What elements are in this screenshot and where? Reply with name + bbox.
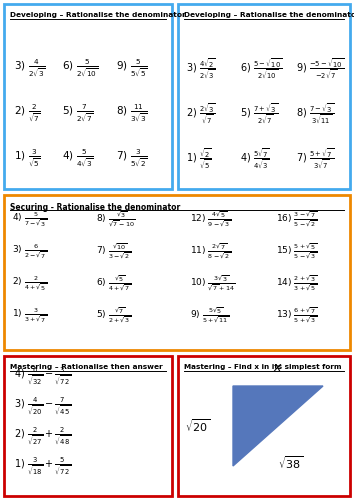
Text: $2)\ \frac{2}{\sqrt{7}}$: $2)\ \frac{2}{\sqrt{7}}$ — [14, 103, 41, 125]
Text: $5)\ \frac{7+\sqrt{3}}{2\sqrt{7}}$: $5)\ \frac{7+\sqrt{3}}{2\sqrt{7}}$ — [240, 102, 278, 126]
Text: $1)\ \frac{\sqrt{2}}{\sqrt{5}}$: $1)\ \frac{\sqrt{2}}{\sqrt{5}}$ — [186, 146, 211, 172]
FancyBboxPatch shape — [4, 356, 172, 496]
Text: $16)\ \frac{3-\sqrt{7}}{5-\sqrt{2}}$: $16)\ \frac{3-\sqrt{7}}{5-\sqrt{2}}$ — [276, 210, 317, 229]
Text: $3)\ \frac{4\sqrt{2}}{2\sqrt{3}}$: $3)\ \frac{4\sqrt{2}}{2\sqrt{3}}$ — [186, 56, 216, 82]
Text: $4)\ \frac{5}{4\sqrt{3}}$: $4)\ \frac{5}{4\sqrt{3}}$ — [62, 148, 93, 170]
Text: $2)\ \frac{2}{\sqrt{27}} + \frac{2}{\sqrt{48}}$: $2)\ \frac{2}{\sqrt{27}} + \frac{2}{\sqr… — [14, 425, 72, 447]
Text: $2)\ \frac{2\sqrt{3}}{\sqrt{7}}$: $2)\ \frac{2\sqrt{3}}{\sqrt{7}}$ — [186, 102, 216, 126]
Text: $7)\ \frac{5+\sqrt{7}}{3\sqrt{7}}$: $7)\ \frac{5+\sqrt{7}}{3\sqrt{7}}$ — [296, 146, 334, 172]
Text: $9)\ \frac{5\sqrt{5}}{5+\sqrt{11}}$: $9)\ \frac{5\sqrt{5}}{5+\sqrt{11}}$ — [190, 306, 229, 324]
FancyBboxPatch shape — [4, 195, 350, 350]
Text: $\sqrt{38}$: $\sqrt{38}$ — [278, 454, 303, 471]
Text: $5)\ \frac{7}{2\sqrt{7}}$: $5)\ \frac{7}{2\sqrt{7}}$ — [62, 103, 93, 125]
Text: $1)\ \frac{3}{\sqrt{5}}$: $1)\ \frac{3}{\sqrt{5}}$ — [14, 148, 41, 170]
Text: $\sqrt{20}$: $\sqrt{20}$ — [185, 418, 210, 434]
Text: $9)\ \frac{5}{5\sqrt{5}}$: $9)\ \frac{5}{5\sqrt{5}}$ — [116, 58, 148, 80]
Text: Developing – Rationalise the denominator: Developing – Rationalise the denominator — [184, 12, 354, 18]
Text: $x$: $x$ — [273, 361, 283, 374]
Text: $4)\ \frac{5\sqrt{7}}{4\sqrt{3}}$: $4)\ \frac{5\sqrt{7}}{4\sqrt{3}}$ — [240, 146, 270, 172]
Text: $11)\ \frac{2\sqrt{7}}{8-\sqrt{2}}$: $11)\ \frac{2\sqrt{7}}{8-\sqrt{2}}$ — [190, 242, 231, 260]
Text: $8)\ \frac{\sqrt{3}}{\sqrt{7}-10}$: $8)\ \frac{\sqrt{3}}{\sqrt{7}-10}$ — [96, 210, 136, 229]
Text: $7)\ \frac{3}{5\sqrt{2}}$: $7)\ \frac{3}{5\sqrt{2}}$ — [116, 148, 148, 170]
Text: $8)\ \frac{7-\sqrt{3}}{3\sqrt{11}}$: $8)\ \frac{7-\sqrt{3}}{3\sqrt{11}}$ — [296, 102, 334, 126]
Text: $3)\ \frac{6}{2-\sqrt{7}}$: $3)\ \frac{6}{2-\sqrt{7}}$ — [12, 242, 47, 260]
FancyBboxPatch shape — [4, 4, 172, 189]
Text: $10)\ \frac{3\sqrt{3}}{\sqrt{7}+14}$: $10)\ \frac{3\sqrt{3}}{\sqrt{7}+14}$ — [190, 274, 235, 292]
Text: $1)\ \frac{3}{\sqrt{18}} + \frac{5}{\sqrt{72}}$: $1)\ \frac{3}{\sqrt{18}} + \frac{5}{\sqr… — [14, 455, 72, 477]
Text: $8)\ \frac{11}{3\sqrt{3}}$: $8)\ \frac{11}{3\sqrt{3}}$ — [116, 103, 148, 125]
Text: $12)\ \frac{4\sqrt{5}}{9-\sqrt{3}}$: $12)\ \frac{4\sqrt{5}}{9-\sqrt{3}}$ — [190, 210, 231, 229]
Text: $2)\ \frac{2}{4+\sqrt{5}}$: $2)\ \frac{2}{4+\sqrt{5}}$ — [12, 274, 47, 292]
Text: $14)\ \frac{2+\sqrt{3}}{3+\sqrt{5}}$: $14)\ \frac{2+\sqrt{3}}{3+\sqrt{5}}$ — [276, 274, 317, 292]
Text: $6)\ \frac{5-\sqrt{10}}{2\sqrt{10}}$: $6)\ \frac{5-\sqrt{10}}{2\sqrt{10}}$ — [240, 56, 282, 82]
Text: $15)\ \frac{5+\sqrt{5}}{5-\sqrt{3}}$: $15)\ \frac{5+\sqrt{5}}{5-\sqrt{3}}$ — [276, 242, 317, 260]
Text: $4)\ \frac{6}{\sqrt{32}} - \frac{3}{\sqrt{72}}$: $4)\ \frac{6}{\sqrt{32}} - \frac{3}{\sqr… — [14, 365, 72, 387]
FancyBboxPatch shape — [178, 356, 350, 496]
Text: Mastering – Rationalise then answer: Mastering – Rationalise then answer — [10, 364, 163, 370]
Text: Developing – Rationalise the denominator: Developing – Rationalise the denominator — [10, 12, 186, 18]
Text: $1)\ \frac{3}{3+\sqrt{7}}$: $1)\ \frac{3}{3+\sqrt{7}}$ — [12, 306, 47, 324]
Text: $7)\ \frac{\sqrt{10}}{3-\sqrt{2}}$: $7)\ \frac{\sqrt{10}}{3-\sqrt{2}}$ — [96, 242, 131, 260]
Text: $4)\ \frac{5}{7-\sqrt{3}}$: $4)\ \frac{5}{7-\sqrt{3}}$ — [12, 210, 47, 228]
Text: $13)\ \frac{6+\sqrt{7}}{5+\sqrt{3}}$: $13)\ \frac{6+\sqrt{7}}{5+\sqrt{3}}$ — [276, 306, 317, 324]
Text: $6)\ \frac{\sqrt{5}}{4+\sqrt{7}}$: $6)\ \frac{\sqrt{5}}{4+\sqrt{7}}$ — [96, 274, 131, 292]
Text: $6)\ \frac{5}{2\sqrt{10}}$: $6)\ \frac{5}{2\sqrt{10}}$ — [62, 58, 98, 80]
Text: Securing - Rationalise the denominator: Securing - Rationalise the denominator — [10, 203, 180, 212]
Polygon shape — [233, 386, 323, 466]
Text: $9)\ \frac{-5-\sqrt{10}}{-2\sqrt{7}}$: $9)\ \frac{-5-\sqrt{10}}{-2\sqrt{7}}$ — [296, 56, 344, 82]
FancyBboxPatch shape — [178, 4, 350, 189]
Text: $3)\ \frac{4}{\sqrt{20}} - \frac{7}{\sqrt{45}}$: $3)\ \frac{4}{\sqrt{20}} - \frac{7}{\sqr… — [14, 395, 72, 417]
Text: $5)\ \frac{\sqrt{7}}{2+\sqrt{3}}$: $5)\ \frac{\sqrt{7}}{2+\sqrt{3}}$ — [96, 306, 131, 324]
Text: Mastering – Find x in its simplest form: Mastering – Find x in its simplest form — [184, 364, 342, 370]
Text: $3)\ \frac{4}{2\sqrt{3}}$: $3)\ \frac{4}{2\sqrt{3}}$ — [14, 58, 46, 80]
